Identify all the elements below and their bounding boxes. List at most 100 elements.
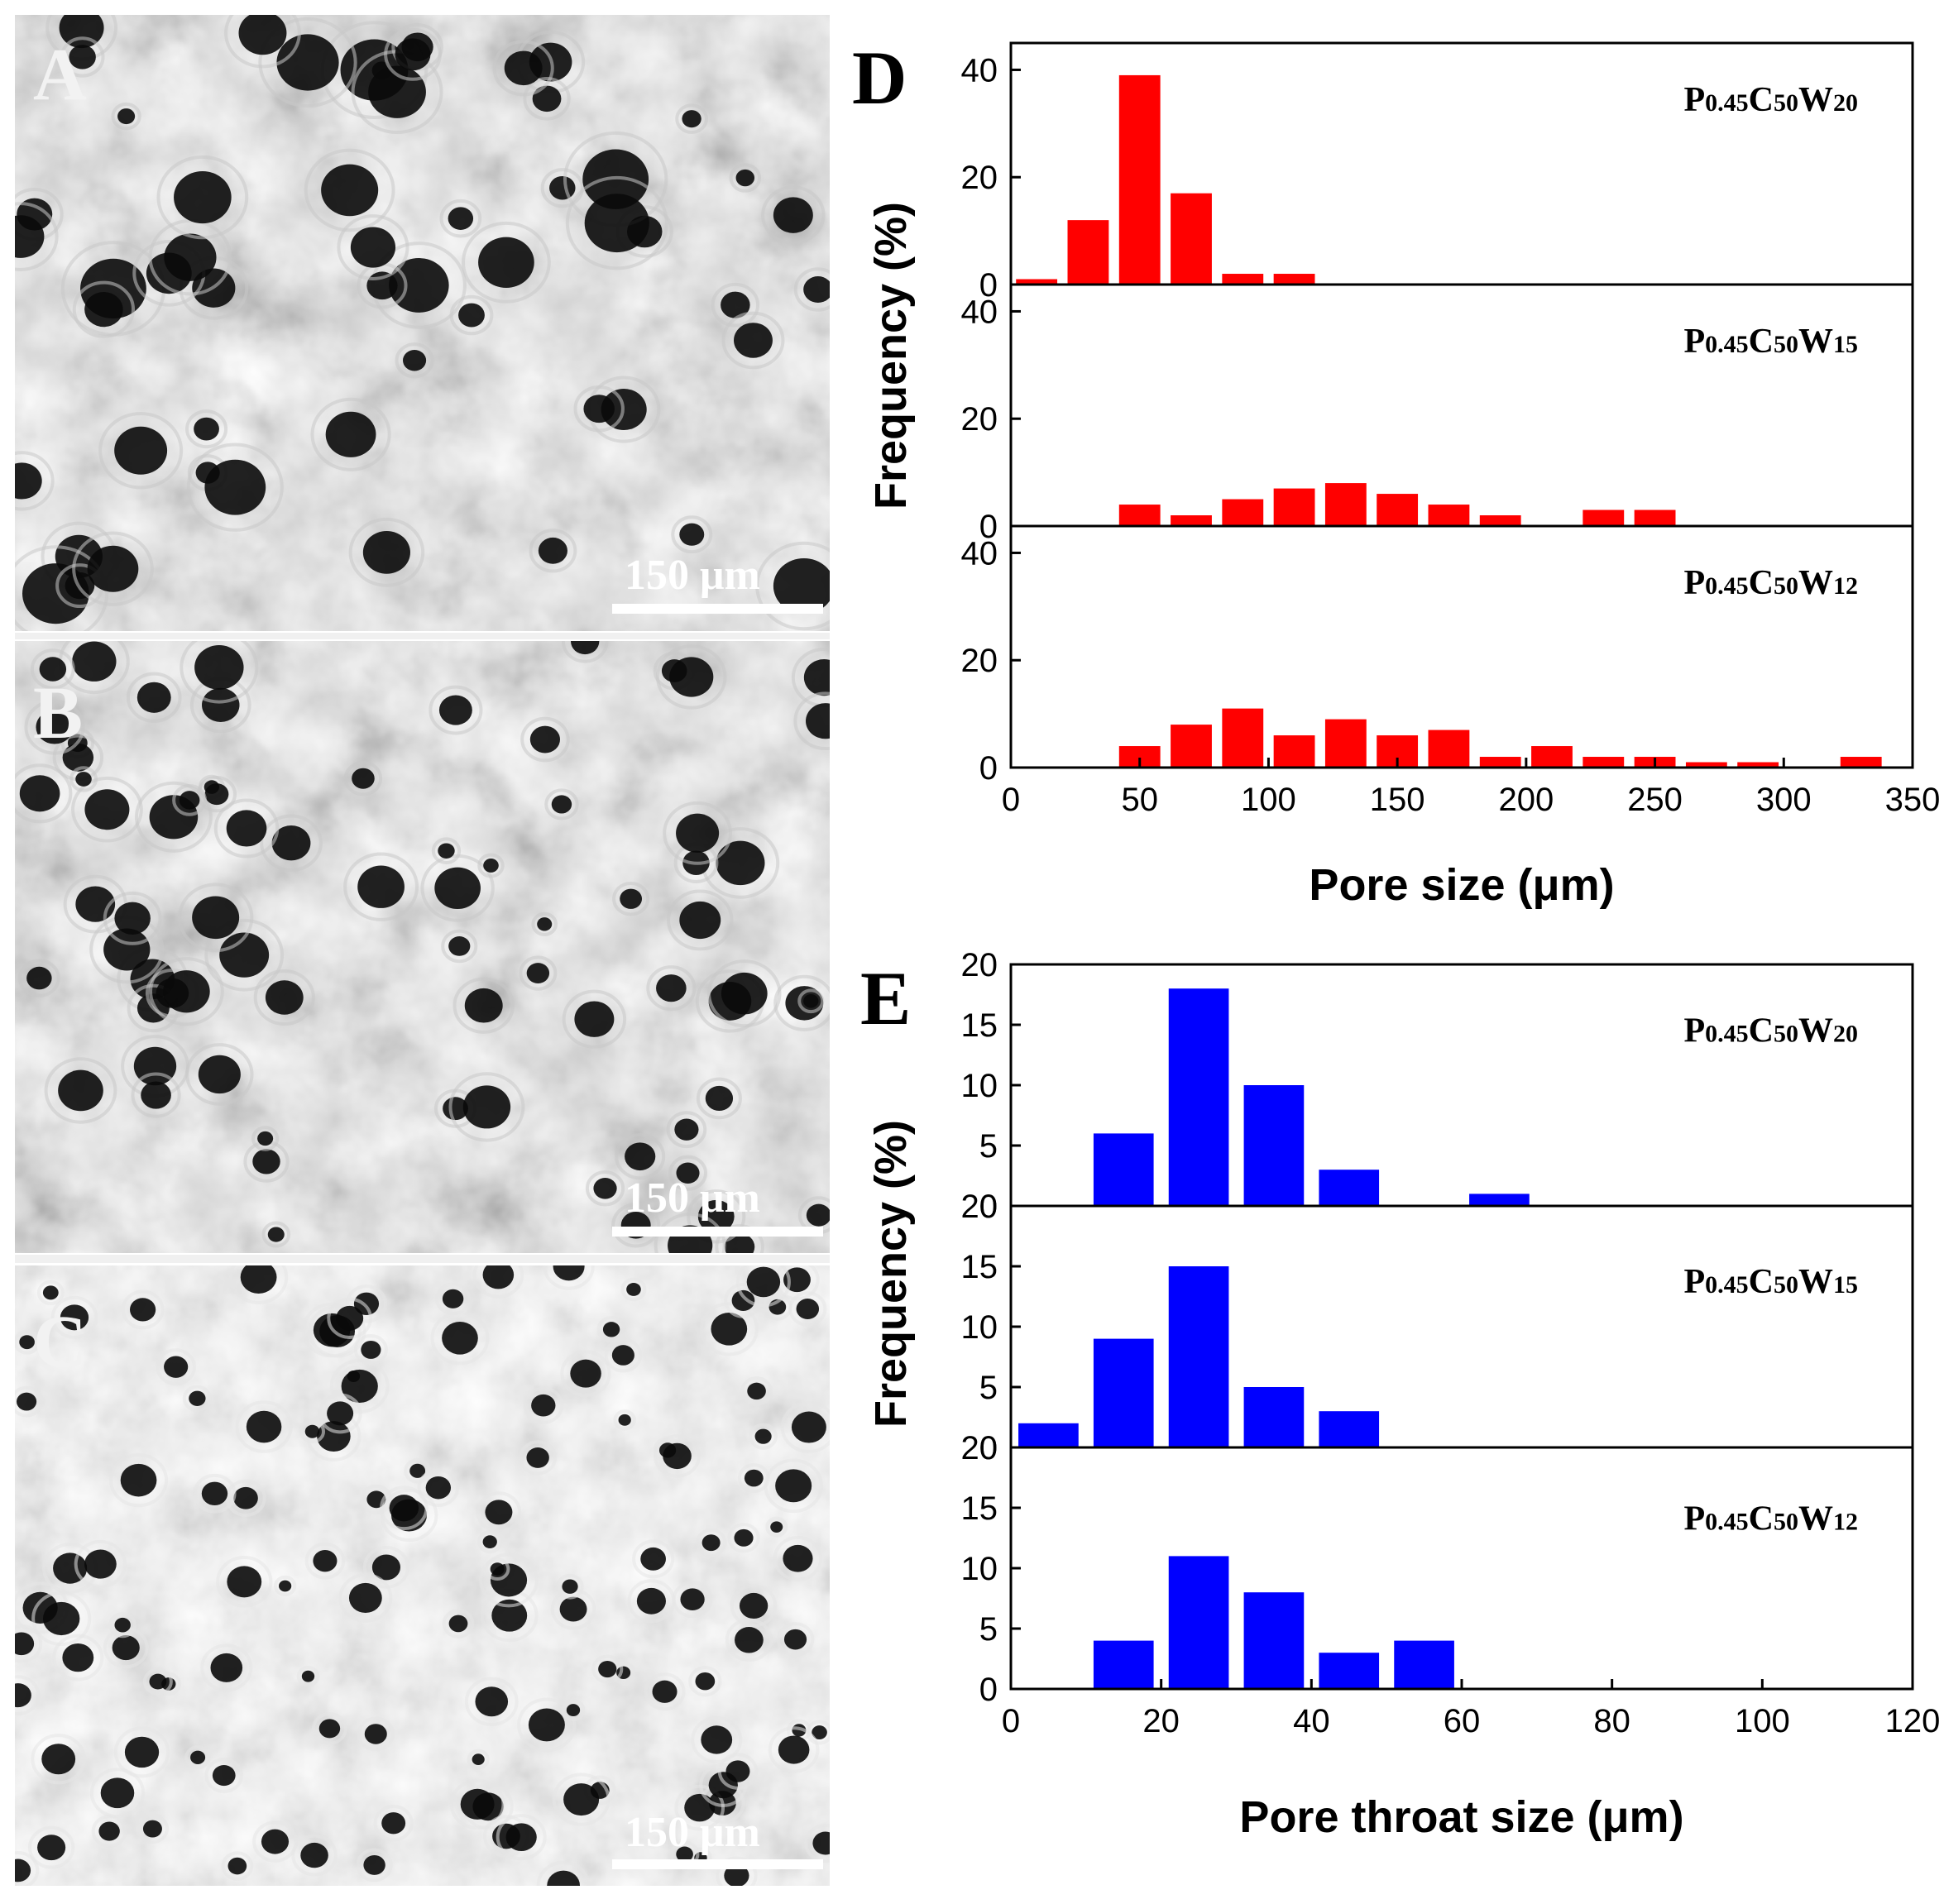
sem-pore-rim — [180, 641, 259, 704]
sem-pore — [551, 795, 572, 814]
sem-pore-rim — [556, 1573, 584, 1600]
bar — [1685, 762, 1727, 768]
sem-pore — [321, 164, 379, 217]
sem-pore — [721, 972, 768, 1015]
sem-pore — [803, 659, 830, 696]
series-label: P0.45C50W20 — [1684, 1012, 1859, 1050]
x-tick-label: 100 — [1735, 1703, 1790, 1739]
sem-pore — [663, 1442, 692, 1470]
sem-pore-rim — [725, 1618, 773, 1662]
sem-pore — [731, 1289, 755, 1311]
sem-pore-rim — [477, 853, 505, 878]
sem-pore-rim — [724, 1283, 763, 1318]
sem-pore-rim — [60, 36, 105, 78]
bar — [1243, 1592, 1305, 1689]
sem-pore — [179, 791, 200, 810]
sem-pore — [460, 1788, 495, 1820]
bar — [1531, 746, 1573, 768]
sem-pore — [136, 682, 171, 713]
sem-pore-rim — [36, 1280, 65, 1306]
sem-pore — [58, 1069, 103, 1112]
sem-pore — [695, 1672, 716, 1691]
sem-pore — [562, 1579, 578, 1594]
chart-e: E 0 5 10 15 20 P0.45C50W20 0 5 10 15 20 P0.45C50W15 0… — [860, 947, 1940, 1842]
sem-pore — [164, 1356, 189, 1378]
sem-pore — [791, 1411, 826, 1443]
bar — [1168, 1266, 1229, 1447]
sem-pore — [724, 1863, 749, 1886]
y-tick-label: 20 — [961, 1430, 998, 1466]
sem-pore — [336, 1305, 364, 1331]
x-tick-label: 20 — [1142, 1703, 1180, 1739]
sem-pore — [276, 34, 339, 91]
sem-pore-rim — [561, 641, 609, 663]
sem-pore-rim — [156, 1348, 196, 1386]
sem-pore-rim — [765, 1516, 788, 1538]
sem-pore — [812, 1725, 827, 1739]
x-tick-label: 80 — [1593, 1703, 1630, 1739]
sem-pore — [705, 1085, 734, 1112]
x-tick-label: 150 — [1370, 782, 1425, 818]
sem-pore — [15, 1683, 31, 1708]
sem-pore — [442, 1321, 478, 1355]
sem-pore-rim — [696, 1077, 742, 1120]
sem-pore — [701, 1534, 721, 1552]
sem-pore-rim — [380, 1485, 429, 1531]
sem-pore — [357, 865, 405, 908]
bar — [1118, 505, 1161, 526]
sem-pore-rim — [252, 1820, 298, 1863]
sem-pore — [796, 1299, 820, 1319]
sem-pore-rim — [755, 541, 830, 631]
sem-pore-rim — [15, 1675, 41, 1716]
sem-pore-rim — [311, 1712, 347, 1745]
sem-pore — [42, 1285, 59, 1300]
sem-pore-rim — [310, 397, 391, 471]
sem-pore-rim — [235, 1400, 293, 1453]
sem-pore-rim — [441, 929, 478, 964]
sem-pore-rim — [727, 1523, 760, 1553]
sem-pore-rim — [476, 1530, 503, 1554]
x-tick-label: 350 — [1885, 782, 1941, 818]
sem-pore-rim — [384, 27, 442, 81]
sem-pore-rim — [529, 529, 577, 573]
sem-pore-rim — [89, 1768, 146, 1819]
sem-pore-rim — [353, 1333, 388, 1366]
sem-pore — [271, 825, 311, 861]
bar — [1428, 505, 1470, 526]
sem-pore — [626, 1282, 641, 1296]
sem-pore — [563, 1783, 600, 1816]
sem-pore-rim — [730, 1584, 778, 1628]
sem-pore-rim — [348, 517, 425, 587]
sem-pore — [526, 1447, 549, 1468]
sem-pore-rim — [15, 1385, 44, 1418]
sem-pore-rim — [717, 1753, 759, 1790]
sem-pore — [448, 207, 474, 230]
sem-pore-rim — [74, 1539, 127, 1589]
y-tick-label: 0 — [979, 750, 998, 787]
sem-pore — [438, 843, 455, 859]
sem-pore-rim — [213, 798, 280, 859]
scale-bar-label-c: 150 μm — [625, 1809, 760, 1856]
sem-pore-rim — [695, 1528, 727, 1557]
sem-pore — [783, 1544, 813, 1572]
sem-pore-rim — [788, 1291, 827, 1327]
bar — [1737, 762, 1779, 768]
sem-pore-rim — [273, 1575, 297, 1597]
sem-pore-rim — [749, 1423, 778, 1450]
sem-pore-rim — [561, 1699, 586, 1722]
sem-pore — [117, 108, 136, 125]
sem-pore-rim — [654, 1434, 701, 1478]
sem-pore — [682, 110, 701, 128]
y-tick-label: 15 — [961, 1490, 998, 1527]
sem-pore-rim — [131, 1072, 181, 1118]
sem-pore-rim — [442, 1609, 475, 1638]
sem-pore-rim — [715, 1224, 764, 1253]
y-tick-label: 5 — [979, 1611, 998, 1648]
bar — [1093, 1640, 1154, 1689]
sem-pore — [725, 1760, 750, 1782]
bar — [1222, 274, 1264, 285]
sem-pore-rim — [644, 1672, 686, 1711]
sem-pore — [19, 1335, 35, 1350]
sem-pore — [19, 775, 60, 812]
sem-pore — [735, 1627, 764, 1653]
